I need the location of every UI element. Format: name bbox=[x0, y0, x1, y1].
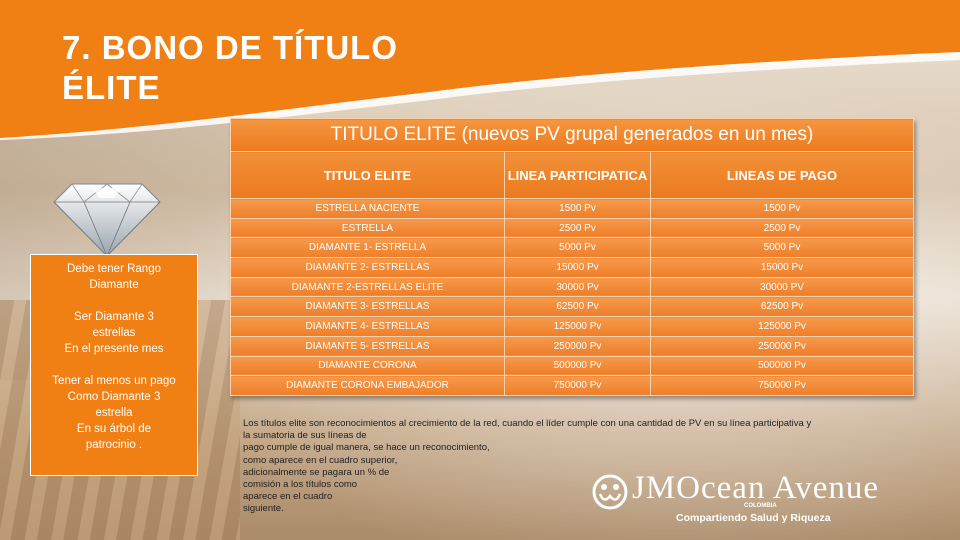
table-row: DIAMANTE 5- ESTRELLAS 250000 Pv 250000 Pv bbox=[230, 335, 914, 357]
column-header-lineas-de-pago: LINEAS DE PAGO bbox=[650, 151, 914, 199]
table-cell: 250000 Pv bbox=[504, 335, 651, 357]
table-cell: DIAMANTE 5- ESTRELLAS bbox=[230, 335, 505, 357]
table-cell: 1500 Pv bbox=[650, 198, 914, 219]
table-row: DIAMANTE 2-ESTRELLAS ELITE 30000 Pv 30000 … bbox=[230, 276, 914, 298]
table-row: DIAMANTE 4- ESTRELLAS 125000 Pv 125000 Pv bbox=[230, 316, 914, 337]
description-line: aparece en el cuadro bbox=[243, 491, 333, 503]
diamond-icon bbox=[53, 183, 161, 258]
table-cell: 125000 Pv bbox=[650, 316, 914, 337]
table-title: TITULO ELITE (nuevos PV grupal generados… bbox=[230, 118, 914, 152]
description-line: comisión a los títulos como bbox=[243, 479, 358, 491]
description-line: siguiente. bbox=[243, 503, 284, 515]
table-cell: DIAMANTE 2- ESTRELLAS bbox=[230, 257, 505, 278]
table-cell: 500000 Pv bbox=[650, 355, 914, 377]
table-cell: 750000 Pv bbox=[504, 375, 651, 396]
logo-country: COLOMBIA bbox=[744, 503, 777, 509]
table-cell: 250000 Pv bbox=[650, 335, 914, 357]
table-cell: 30000 PV bbox=[650, 276, 914, 298]
table-row: ESTRELLA 2500 Pv 2500 Pv bbox=[230, 217, 914, 239]
title-line-1: 7. BONO DE TÍTULO bbox=[62, 29, 399, 66]
req-line: estrellas bbox=[92, 327, 136, 339]
column-header-linea-participatica: LINEA PARTICIPATICA bbox=[504, 151, 651, 199]
description-line: pago cumple de igual manera, se hace un … bbox=[243, 442, 490, 454]
page-title: 7. BONO DE TÍTULO ÉLITE bbox=[62, 28, 398, 108]
table-cell: 15000 Pv bbox=[504, 257, 651, 278]
table-cell: DIAMANTE 3- ESTRELLAS bbox=[230, 296, 505, 318]
logo-tagline: Compartiendo Salud y Riqueza bbox=[676, 512, 831, 524]
table-cell: 15000 Pv bbox=[650, 257, 914, 278]
description-line: la sumatoria de sus líneas de bbox=[243, 430, 367, 442]
table-cell: DIAMANTE 2-ESTRELLAS ELITE bbox=[230, 276, 505, 298]
table-cell: 750000 Pv bbox=[650, 375, 914, 396]
req-line: En el presente mes bbox=[64, 343, 164, 355]
table-row: DIAMANTE 1- ESTRELLA 5000 Pv 5000 Pv bbox=[230, 237, 914, 259]
req-line: Ser Diamante 3 bbox=[74, 311, 154, 323]
table-cell: 62500 Pv bbox=[650, 296, 914, 318]
description-line: Los títulos elite son reconocimientos al… bbox=[243, 418, 812, 429]
table-cell: 500000 Pv bbox=[504, 355, 651, 377]
company-logo: JMOcean Avenue COLOMBIA Compartiendo Sal… bbox=[592, 468, 892, 530]
req-line: Diamante bbox=[89, 279, 139, 291]
table-cell: 5000 Pv bbox=[650, 237, 914, 259]
table-cell: ESTRELLA bbox=[230, 217, 505, 239]
table-row: ESTRELLA NACIENTE 1500 Pv 1500 Pv bbox=[230, 198, 914, 219]
req-line: En su árbol de bbox=[76, 423, 152, 435]
table-cell: 5000 Pv bbox=[504, 237, 651, 259]
table-cell: 30000 Pv bbox=[504, 276, 651, 298]
table-row: DIAMANTE CORONA EMBAJADOR 750000 Pv 750000… bbox=[230, 375, 914, 396]
titulo-elite-table: TITULO ELITE (nuevos PV grupal generados… bbox=[230, 118, 914, 396]
table-cell: 2500 Pv bbox=[650, 217, 914, 239]
title-line-2: ÉLITE bbox=[62, 69, 161, 106]
req-line: estrella bbox=[95, 407, 133, 419]
logo-name: JMOcean Avenue bbox=[632, 470, 880, 506]
column-header-titulo: TITULO ELITE bbox=[230, 151, 505, 199]
table-cell: DIAMANTE 1- ESTRELLA bbox=[230, 237, 505, 259]
req-line: Tener al menos un pago bbox=[52, 375, 176, 387]
description-text: Los títulos elite son reconocimientos al… bbox=[243, 418, 913, 516]
req-line: Como Diamante 3 bbox=[67, 391, 161, 403]
req-line: patrocinio . bbox=[85, 439, 143, 451]
table-cell: 62500 Pv bbox=[504, 296, 651, 318]
table-row: DIAMANTE 3- ESTRELLAS 62500 Pv 62500 Pv bbox=[230, 296, 914, 318]
jmocean-logo-icon bbox=[592, 474, 628, 510]
requirements-box: Debe tener Rango Diamante Ser Diamante 3… bbox=[30, 254, 198, 476]
req-line: Debe tener Rango bbox=[67, 263, 161, 275]
description-line: adicionalmente se pagara un % de bbox=[243, 466, 390, 478]
table-cell: DIAMANTE 4- ESTRELLAS bbox=[230, 316, 505, 337]
table-cell: 1500 Pv bbox=[504, 198, 651, 219]
table-row: DIAMANTE 2- ESTRELLAS 15000 Pv 15000 Pv bbox=[230, 257, 914, 278]
table-cell: ESTRELLA NACIENTE bbox=[230, 198, 505, 219]
table-cell: 125000 Pv bbox=[504, 316, 651, 337]
table-cell: DIAMANTE CORONA EMBAJADOR bbox=[230, 375, 505, 396]
table-cell: DIAMANTE CORONA bbox=[230, 355, 505, 377]
table-cell: 2500 Pv bbox=[504, 217, 651, 239]
table-row: DIAMANTE CORONA 500000 Pv 500000 Pv bbox=[230, 355, 914, 377]
description-line: como aparece en el cuadro superior, bbox=[243, 454, 398, 466]
